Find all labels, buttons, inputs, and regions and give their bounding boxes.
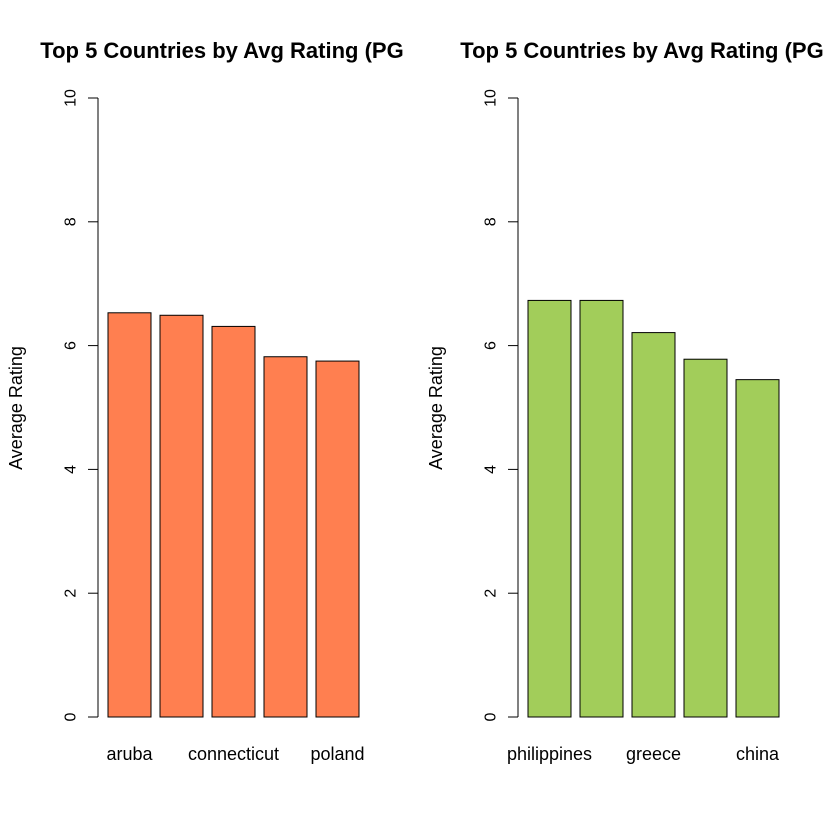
y-tick-label-left-1: 2 xyxy=(63,589,80,598)
x-tick-label-right-5: china xyxy=(736,744,780,764)
bars-right xyxy=(527,299,780,718)
y-tick-label-right-1: 2 xyxy=(483,589,500,598)
y-axis-title-left: Average Rating xyxy=(6,346,26,470)
bars-left xyxy=(107,312,360,718)
x-labels-left: aruba connecticut poland xyxy=(106,744,364,764)
x-tick-label-left-5: poland xyxy=(310,744,364,764)
x-tick-label-left-1: aruba xyxy=(106,744,153,764)
y-axis-title-right: Average Rating xyxy=(426,346,446,470)
bar-right-4 xyxy=(683,358,728,718)
bar-left-3 xyxy=(211,325,256,718)
bar-right-2 xyxy=(579,299,624,718)
chart-title-right: Top 5 Countries by Avg Rating (PG xyxy=(460,38,823,63)
x-tick-label-left-3: connecticut xyxy=(188,744,279,764)
y-tick-label-right-3: 6 xyxy=(483,341,500,350)
x-labels-right: philippines greece china xyxy=(507,744,780,764)
y-tick-label-left-0: 0 xyxy=(63,712,80,721)
chart-title-left: Top 5 Countries by Avg Rating (PG xyxy=(40,38,403,63)
y-axis-left: 0 2 4 6 8 10 xyxy=(63,89,99,721)
bar-left-5 xyxy=(315,360,360,718)
y-tick-label-right-2: 4 xyxy=(483,465,500,474)
chart-panel-right: Top 5 Countries by Avg Rating (PG Averag… xyxy=(426,38,824,764)
y-tick-label-left-4: 8 xyxy=(63,217,80,226)
chart-panel-left: Top 5 Countries by Avg Rating (PG Averag… xyxy=(6,38,404,764)
y-tick-label-right-4: 8 xyxy=(483,217,500,226)
y-tick-label-left-5: 10 xyxy=(63,89,80,107)
bar-left-1 xyxy=(107,312,152,718)
x-tick-label-right-1: philippines xyxy=(507,744,592,764)
y-tick-label-right-5: 10 xyxy=(483,89,500,107)
x-tick-label-right-3: greece xyxy=(626,744,681,764)
y-tick-label-right-0: 0 xyxy=(483,712,500,721)
y-tick-label-left-3: 6 xyxy=(63,341,80,350)
bar-right-5 xyxy=(735,379,780,718)
bar-left-2 xyxy=(159,314,204,718)
bar-right-3 xyxy=(631,332,676,718)
bar-left-4 xyxy=(263,356,308,718)
y-tick-label-left-2: 4 xyxy=(63,465,80,474)
bar-right-1 xyxy=(527,299,572,718)
y-axis-right: 0 2 4 6 8 10 xyxy=(483,89,519,721)
